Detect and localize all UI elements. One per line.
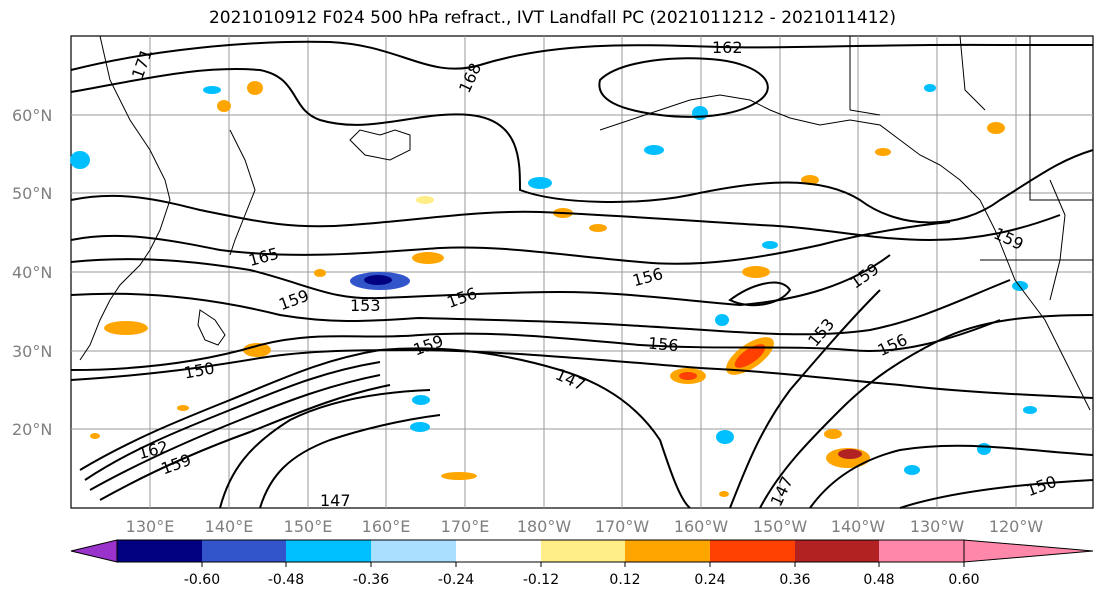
colorbar-segment — [286, 540, 371, 562]
colorbar-segment — [879, 540, 964, 562]
colorbar-ticks — [201, 562, 965, 567]
lon-label: 180°W — [517, 517, 572, 536]
lon-label: 140°E — [205, 517, 254, 536]
colorbar-segment — [795, 540, 879, 562]
colorbar-tick-label: -0.60 — [184, 572, 220, 588]
lon-label: 150°E — [284, 517, 333, 536]
contour-label: 153 — [350, 296, 381, 315]
contour-lines — [70, 40, 1094, 509]
lon-labels: 130°E 140°E 150°E 160°E 170°E 180°W 170°… — [126, 517, 1044, 536]
lat-label: 20°N — [12, 420, 52, 439]
lon-label: 170°W — [595, 517, 650, 536]
map-panel: 162 171 168 165 159 153 156 156 150 159 … — [12, 35, 1094, 536]
colorbar-tick-label: 0.12 — [609, 572, 640, 588]
shading-layer — [70, 81, 1037, 497]
colorbar-segment — [371, 540, 456, 562]
coastlines — [79, 35, 1093, 411]
lon-label: 150°W — [753, 517, 808, 536]
lon-label: 160°E — [362, 517, 411, 536]
colorbar-tick-label: -0.24 — [438, 572, 474, 588]
colorbar-extend-left — [70, 539, 118, 563]
contour-label: 147 — [320, 491, 351, 510]
colorbar-tick-label: -0.48 — [268, 572, 304, 588]
map-title: 2021010912 F024 500 hPa refract., IVT La… — [208, 8, 896, 28]
colorbar-tick-label: 0.60 — [948, 572, 979, 588]
colorbar-tick-label: 0.36 — [779, 572, 810, 588]
colorbar-segment — [202, 540, 286, 562]
lat-label: 50°N — [12, 184, 52, 203]
colorbar-segment — [117, 540, 202, 562]
colorbar-tick-label: -0.36 — [353, 572, 389, 588]
lat-label: 40°N — [12, 263, 52, 282]
graticule — [71, 36, 1093, 508]
lon-label: 170°E — [441, 517, 490, 536]
lat-labels: 60°N 50°N 40°N 30°N 20°N — [12, 106, 52, 439]
colorbar-tick-label: 0.24 — [694, 572, 725, 588]
lat-label: 30°N — [12, 342, 52, 361]
lat-label: 60°N — [12, 106, 52, 125]
contour-label: 156 — [647, 334, 679, 356]
colorbar-segment — [625, 540, 710, 562]
lon-label: 120°W — [989, 517, 1044, 536]
contour-label: 162 — [712, 38, 743, 57]
colorbar-segment — [710, 540, 795, 562]
colorbar-segment — [456, 540, 541, 562]
lon-label: 160°W — [674, 517, 729, 536]
colorbar: -0.60 -0.48 -0.36 -0.24 -0.12 0.12 0.24 … — [70, 539, 1094, 588]
lon-label: 130°W — [910, 517, 965, 536]
lon-label: 130°E — [126, 517, 175, 536]
colorbar-segment — [541, 540, 625, 562]
colorbar-tick-label: -0.12 — [523, 572, 559, 588]
colorbar-extend-right — [963, 539, 1094, 563]
colorbar-tick-label: 0.48 — [863, 572, 894, 588]
lon-label: 140°W — [831, 517, 886, 536]
